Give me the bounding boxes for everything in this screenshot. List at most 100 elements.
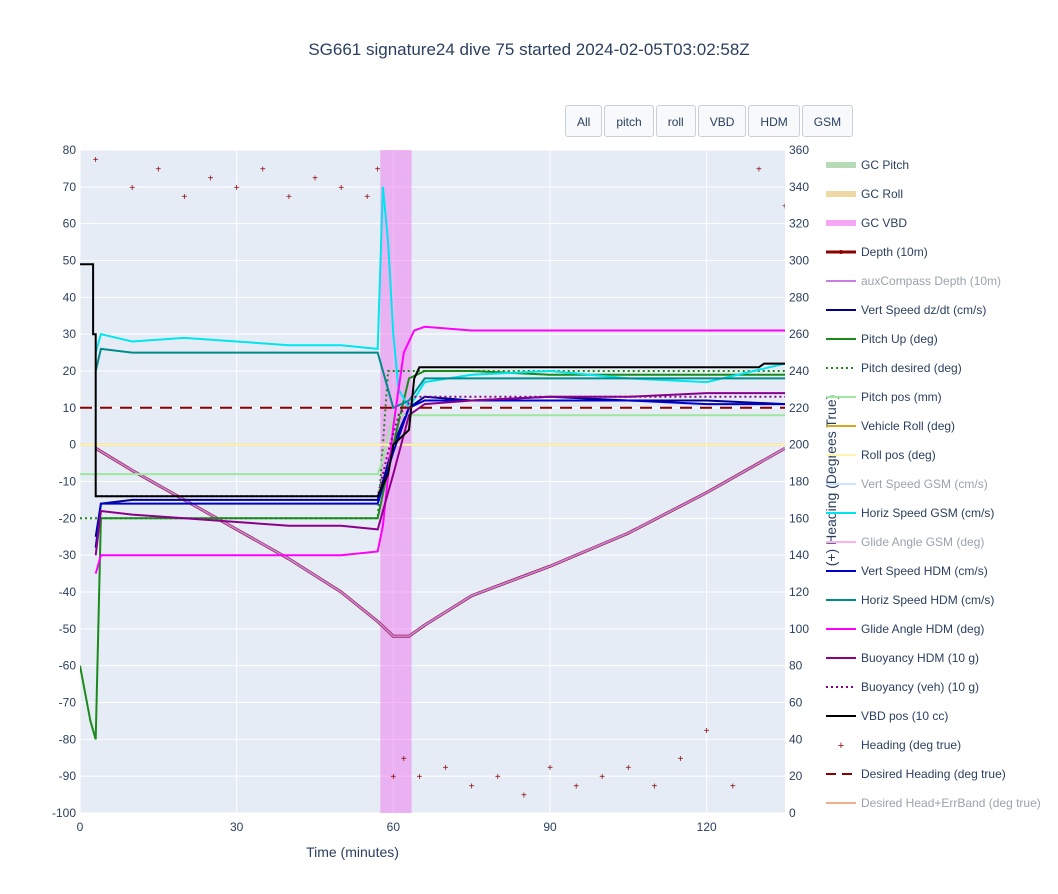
legend-item: + Heading (deg true): [838, 738, 961, 752]
heading-marker: +: [286, 192, 292, 203]
y2-tick-label: 180: [789, 475, 809, 489]
legend-swatch: +: [838, 740, 844, 752]
legend-label: GC Roll: [861, 187, 903, 201]
y2-axis-title: (+) Heading (Degrees True): [823, 395, 839, 567]
x-tick-label: 30: [230, 820, 244, 834]
legend-item: Pitch pos (mm): [826, 390, 942, 404]
heading-marker: +: [599, 772, 605, 783]
legend-label: Glide Angle HDM (deg): [861, 622, 984, 636]
legend-label: GC Pitch: [861, 158, 909, 172]
y2-tick-label: 280: [789, 290, 809, 304]
heading-marker: +: [417, 772, 423, 783]
y2-tick-label: 100: [789, 622, 809, 636]
legend-item: VBD pos (10 cc): [826, 709, 948, 723]
y-tick-label: -50: [59, 622, 77, 636]
series-layer: + + + + + + + + + + + + + + + + + + + + + + + + + + + + +: [80, 155, 788, 802]
legend-item: GC VBD: [826, 216, 907, 230]
y2-tick-label: 360: [789, 143, 809, 157]
legend-label: auxCompass Depth (10m): [861, 274, 1001, 288]
legend-item: Vehicle Roll (deg): [826, 419, 955, 433]
legend-label: Buoyancy (veh) (10 g): [861, 680, 979, 694]
heading-marker: +: [704, 726, 710, 737]
legend-label: Buoyancy HDM (10 g): [861, 651, 979, 665]
y2-tick-label: 140: [789, 548, 809, 562]
heading-marker: +: [93, 155, 99, 166]
y-tick-label: 80: [63, 143, 77, 157]
heading-marker: +: [469, 781, 475, 792]
x-tick-label: 60: [387, 820, 401, 834]
heading-marker: +: [401, 754, 407, 765]
y-tick-label: 40: [63, 290, 77, 304]
legend-label: Horiz Speed HDM (cm/s): [861, 593, 994, 607]
y-tick-label: 50: [63, 254, 77, 268]
legend-label: Pitch desired (deg): [861, 361, 962, 375]
button-pitch[interactable]: pitch: [604, 105, 654, 137]
y2-tick-label: 20: [789, 769, 803, 783]
button-all[interactable]: All: [565, 105, 603, 137]
y-tick-label: 30: [63, 327, 77, 341]
legend-item: Desired Heading (deg true): [826, 767, 1006, 781]
legend-label: Horiz Speed GSM (cm/s): [861, 506, 994, 520]
y2-tick-label: 220: [789, 401, 809, 415]
y-tick-label: 60: [63, 217, 77, 231]
legend-label: Heading (deg true): [861, 738, 961, 752]
heading-marker: +: [730, 781, 736, 792]
legend-item: Glide Angle GSM (deg): [826, 535, 984, 549]
button-hdm[interactable]: HDM: [748, 105, 800, 137]
legend-item: Vert Speed HDM (cm/s): [826, 564, 988, 578]
series-vbd-pos-10-cc: [80, 263, 785, 498]
legend-item: Buoyancy (veh) (10 g): [826, 680, 979, 694]
legend-label: Vert Speed GSM (cm/s): [861, 477, 988, 491]
button-gsm[interactable]: GSM: [801, 105, 854, 137]
legend-label: Pitch pos (mm): [861, 390, 942, 404]
y-tick-label: -30: [59, 548, 77, 562]
heading-marker: +: [756, 164, 762, 175]
y-tick-label: -10: [59, 475, 77, 489]
legend-item: Horiz Speed HDM (cm/s): [826, 593, 994, 607]
legend-item: auxCompass Depth (10m): [826, 274, 1001, 288]
mode-button-group: All pitch roll VBD HDM GSM: [565, 105, 855, 137]
legend-label: Vert Speed HDM (cm/s): [861, 564, 988, 578]
heading-marker: +: [338, 183, 344, 194]
y2-tick-label: 160: [789, 511, 809, 525]
legend-label: Depth (10m): [861, 245, 928, 259]
heading-marker: +: [260, 164, 266, 175]
legend-item: Vert Speed GSM (cm/s): [826, 477, 988, 491]
legend-item: Pitch desired (deg): [826, 361, 962, 375]
heading-marker: +: [443, 763, 449, 774]
x-tick-label: 90: [543, 820, 557, 834]
legend-item: Pitch Up (deg): [826, 332, 938, 346]
y-tick-label: -20: [59, 511, 77, 525]
heading-marker: +: [364, 192, 370, 203]
x-tick-label: 0: [77, 820, 84, 834]
y-tick-label: -100: [52, 806, 76, 820]
heading-marker: +: [375, 164, 381, 175]
heading-marker: +: [208, 174, 214, 185]
heading-marker: +: [390, 772, 396, 783]
y-tick-label: -40: [59, 585, 77, 599]
y2-tick-label: 80: [789, 659, 803, 673]
x-axis-title: Time (minutes): [306, 844, 399, 860]
legend-item: Roll pos (deg): [826, 448, 936, 462]
button-roll[interactable]: roll: [655, 105, 696, 137]
y2-tick-label: 240: [789, 364, 809, 378]
y-tick-label: 20: [63, 364, 77, 378]
legend-marker: [839, 250, 843, 254]
legend-label: Vert Speed dz/dt (cm/s): [861, 303, 986, 317]
y2-tick-label: 260: [789, 327, 809, 341]
y-tick-label: 10: [63, 401, 77, 415]
legend-label: GC VBD: [861, 216, 907, 230]
y2-tick-label: 300: [789, 254, 809, 268]
legend-label: Pitch Up (deg): [861, 332, 938, 346]
series-auxcompass-depth-10m: [95, 447, 785, 638]
heading-marker: +: [782, 201, 788, 212]
y2-tick-label: 320: [789, 217, 809, 231]
heading-marker: +: [495, 772, 501, 783]
heading-marker: +: [625, 763, 631, 774]
button-vbd[interactable]: VBD: [697, 105, 747, 137]
legend-item: GC Roll: [826, 187, 903, 201]
y-tick-label: -70: [59, 696, 77, 710]
y-tick-label: 0: [69, 438, 76, 452]
legend-label: Glide Angle GSM (deg): [861, 535, 984, 549]
